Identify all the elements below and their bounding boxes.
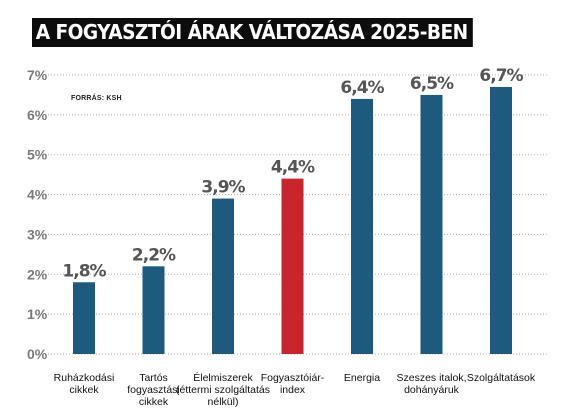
- bar: [490, 86, 512, 354]
- chart-source: FORRÁS: KSH: [71, 95, 122, 102]
- y-tick-label: 7%: [27, 67, 48, 83]
- bar: [212, 198, 234, 354]
- bar: [281, 178, 304, 354]
- bar: [73, 282, 95, 354]
- x-tick-label: fogyasztási: [127, 384, 180, 396]
- x-tick-label: Szeszes italok,: [396, 372, 466, 384]
- x-tick-label: cikkek: [69, 384, 99, 396]
- bar: [351, 98, 373, 355]
- x-tick-label: Ruházkodási: [54, 372, 115, 384]
- y-tick-label: 1%: [27, 306, 48, 322]
- data-label: 6,5%: [410, 74, 454, 94]
- chart-title: A FOGYASZTÓI ÁRAK VÁLTOZÁSA 2025-BEN: [32, 18, 474, 47]
- y-tick-label: 0%: [27, 346, 48, 362]
- x-tick-label: index: [280, 384, 306, 396]
- y-tick-label: 4%: [27, 187, 48, 203]
- bar: [142, 266, 165, 354]
- data-label: 4,4%: [271, 158, 315, 178]
- x-tick-label: cikkek: [139, 396, 169, 408]
- bar: [420, 94, 443, 354]
- x-tick-label: Élelmiszerek: [193, 371, 253, 384]
- x-tick-label: nélkül): [208, 396, 239, 408]
- y-tick-label: 6%: [27, 107, 48, 123]
- data-label: 6,4%: [340, 78, 384, 98]
- data-label: 1,8%: [62, 261, 106, 281]
- y-tick-label: 2%: [27, 266, 48, 282]
- x-tick-label: dohányáruk: [404, 384, 460, 396]
- data-label: 6,7%: [479, 66, 523, 86]
- y-tick-label: 5%: [27, 147, 48, 163]
- x-tick-label: Energia: [344, 372, 380, 384]
- x-tick-label: (éttermi szolgáltatás: [176, 384, 270, 396]
- data-label: 2,2%: [132, 245, 176, 265]
- y-tick-label: 3%: [27, 226, 48, 242]
- x-tick-label: Fogyasztóiár-: [261, 372, 325, 384]
- x-tick-label: Szolgáltatások: [467, 372, 536, 384]
- data-label: 3,9%: [201, 178, 245, 198]
- x-tick-label: Tartós: [139, 372, 168, 384]
